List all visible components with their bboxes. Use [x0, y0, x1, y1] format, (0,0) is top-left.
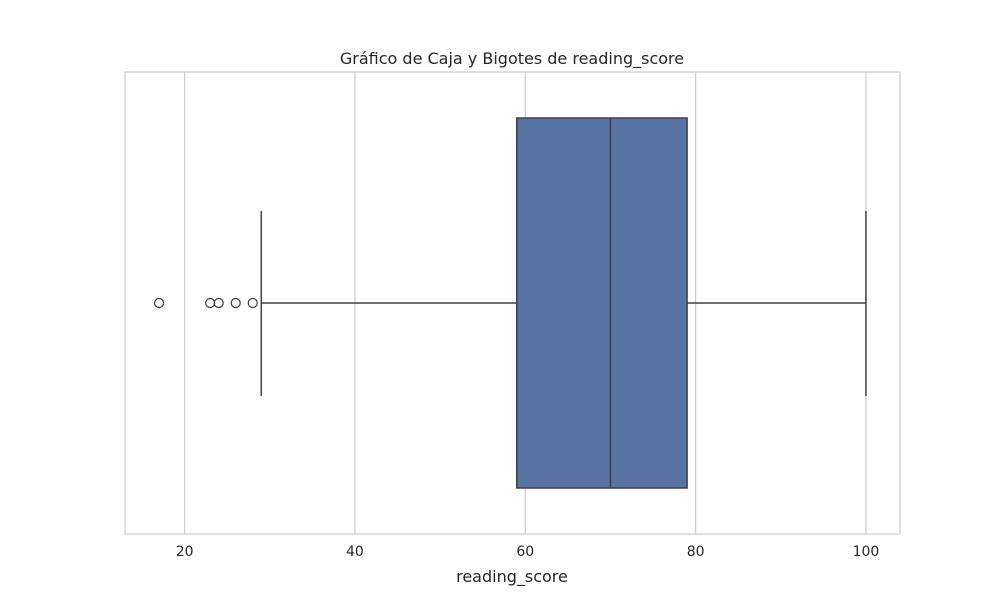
- interquartile-box: [516, 117, 688, 489]
- chart-title: Gráfico de Caja y Bigotes de reading_sco…: [340, 49, 684, 69]
- outlier-point-0: [153, 297, 165, 309]
- outlier-point-3: [230, 297, 241, 309]
- x-tick-label-100: 100: [853, 544, 880, 560]
- x-tick-label-20: 20: [176, 544, 194, 560]
- x-axis-label: reading_score: [456, 567, 568, 587]
- outlier-points: [153, 297, 258, 309]
- outlier-point-2: [213, 297, 224, 309]
- box-plot: [153, 117, 867, 489]
- outlier-point-4: [247, 297, 258, 309]
- x-tick-label-40: 40: [346, 544, 364, 560]
- plot-frame: [124, 71, 901, 535]
- x-tick-label-80: 80: [687, 544, 705, 560]
- x-axis-ticks: 20 40 60 80 100: [176, 544, 880, 560]
- x-tick-label-60: 60: [516, 544, 534, 560]
